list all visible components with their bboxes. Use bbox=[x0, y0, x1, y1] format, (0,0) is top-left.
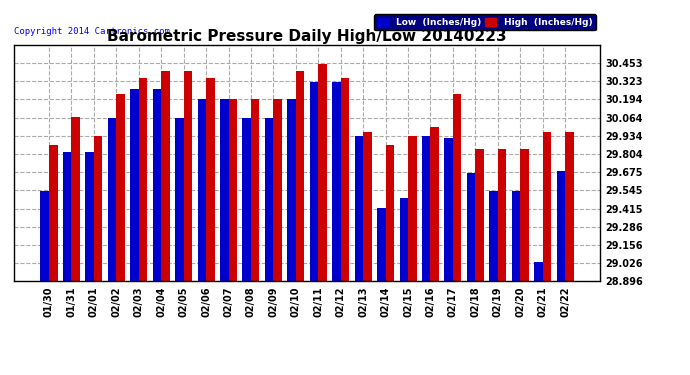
Bar bbox=[467, 173, 475, 281]
Bar bbox=[497, 149, 506, 281]
Bar bbox=[63, 152, 72, 281]
Legend: Low  (Inches/Hg), High  (Inches/Hg): Low (Inches/Hg), High (Inches/Hg) bbox=[374, 14, 595, 30]
Bar bbox=[287, 99, 296, 281]
Bar bbox=[377, 208, 386, 281]
Bar bbox=[332, 82, 341, 281]
Bar bbox=[94, 136, 102, 281]
Bar bbox=[41, 191, 49, 281]
Bar bbox=[72, 117, 80, 281]
Bar bbox=[400, 198, 408, 281]
Bar bbox=[206, 78, 215, 281]
Bar bbox=[220, 99, 228, 281]
Bar bbox=[49, 145, 57, 281]
Bar bbox=[422, 136, 431, 281]
Title: Barometric Pressure Daily High/Low 20140223: Barometric Pressure Daily High/Low 20140… bbox=[107, 29, 507, 44]
Bar bbox=[341, 78, 349, 281]
Text: Copyright 2014 Cartronics.com: Copyright 2014 Cartronics.com bbox=[14, 27, 170, 36]
Bar bbox=[273, 99, 282, 281]
Bar bbox=[489, 191, 497, 281]
Bar bbox=[355, 136, 363, 281]
Bar bbox=[130, 89, 139, 281]
Bar bbox=[310, 82, 318, 281]
Bar bbox=[318, 64, 327, 281]
Bar bbox=[542, 132, 551, 281]
Bar bbox=[197, 99, 206, 281]
Bar bbox=[265, 118, 273, 281]
Bar bbox=[363, 132, 372, 281]
Bar bbox=[453, 94, 462, 281]
Bar bbox=[184, 70, 192, 281]
Bar bbox=[108, 118, 117, 281]
Bar bbox=[557, 171, 565, 281]
Bar bbox=[534, 262, 542, 281]
Bar bbox=[161, 70, 170, 281]
Bar bbox=[520, 149, 529, 281]
Bar bbox=[408, 136, 417, 281]
Bar bbox=[386, 145, 394, 281]
Bar bbox=[512, 191, 520, 281]
Bar bbox=[175, 118, 184, 281]
Bar bbox=[228, 99, 237, 281]
Bar bbox=[251, 99, 259, 281]
Bar bbox=[431, 127, 439, 281]
Bar bbox=[117, 94, 125, 281]
Bar bbox=[296, 70, 304, 281]
Bar bbox=[444, 138, 453, 281]
Bar bbox=[139, 78, 147, 281]
Bar bbox=[475, 149, 484, 281]
Bar bbox=[86, 152, 94, 281]
Bar bbox=[152, 89, 161, 281]
Bar bbox=[242, 118, 251, 281]
Bar bbox=[565, 132, 573, 281]
